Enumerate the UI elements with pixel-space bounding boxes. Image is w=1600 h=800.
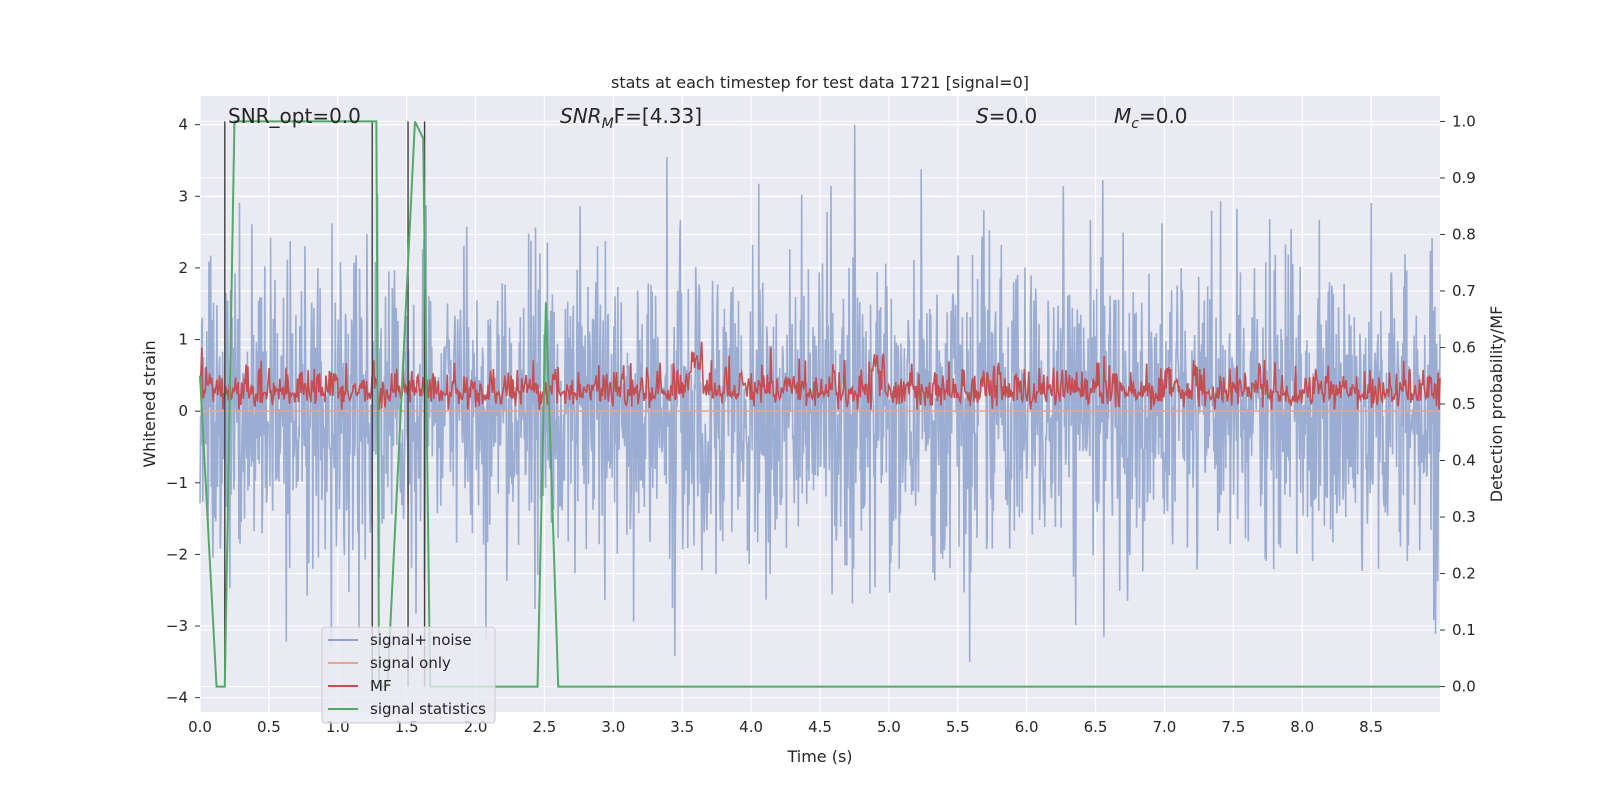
snr-mf-sub: M: [602, 116, 614, 132]
y-right-tick-label: 0.7: [1452, 282, 1476, 300]
axis-ticks: 0.0 0.5 1.0 1.5 2.0 2.5 3.0 3.5 4.0 4.5 5.0 5.5 6.0 6…: [166, 112, 1476, 736]
y-tick-label: 4: [178, 116, 188, 134]
vertical-markers: [224, 121, 426, 687]
y-right-tick-label: 0.9: [1452, 169, 1476, 187]
y-axis-title: Whitened strain: [140, 340, 159, 467]
legend-box: [321, 626, 496, 724]
x-tick-label: 4.5: [808, 718, 832, 736]
x-tick-label: 5.5: [946, 718, 970, 736]
y-tick-label: −1: [166, 474, 188, 492]
y-tick-label: 0: [178, 402, 188, 420]
y-right-tick-label: 0.3: [1452, 508, 1476, 526]
annotation-snr-mf: SNRMF=[4.33]: [560, 104, 702, 132]
legend-label-signal-only: signal only: [370, 654, 451, 672]
mf-line: [199, 341, 1441, 410]
y-tick-label: −4: [166, 689, 188, 707]
y-right-tick-label: 0.0: [1452, 678, 1476, 696]
x-tick-label: 3.5: [670, 718, 694, 736]
y-right-tick-label: 0.2: [1452, 565, 1476, 583]
x-tick-label: 5.0: [877, 718, 901, 736]
x-axis-title: Time (s): [786, 747, 852, 766]
x-tick-label: 2.5: [533, 718, 557, 736]
y-right-tick-label: 0.8: [1452, 225, 1476, 243]
x-tick-label: 7.0: [1153, 718, 1177, 736]
x-tick-label: 0.5: [257, 718, 281, 736]
y-tick-label: 1: [178, 331, 188, 349]
legend-label-signal-statistics: signal statistics: [370, 700, 486, 718]
x-tick-label: 8.0: [1290, 718, 1314, 736]
y-right-tick-label: 0.6: [1452, 338, 1476, 356]
signal-statistics-series: [199, 120, 1440, 688]
x-tick-label: 7.5: [1221, 718, 1245, 736]
mc-sub: c: [1131, 116, 1139, 132]
x-tick-label: 6.5: [1084, 718, 1108, 736]
y-right-tick-label: 0.1: [1452, 621, 1476, 639]
y-tick-label: 3: [178, 187, 188, 205]
y-tick-label: −3: [166, 617, 188, 635]
x-tick-label: 8.5: [1359, 718, 1383, 736]
x-tick-label: 3.0: [601, 718, 625, 736]
y-right-tick-label: 1.0: [1452, 112, 1476, 130]
x-tick-label: 6.0: [1015, 718, 1039, 736]
y-tick-label: −2: [166, 545, 188, 563]
y-axis-right-title: Detection probability/MF: [1487, 306, 1506, 503]
x-tick-label: 4.0: [739, 718, 763, 736]
x-tick-label: 0.0: [188, 718, 212, 736]
annotation-mc: Mc=0.0: [1114, 104, 1188, 132]
annotation-s: S=0.0: [976, 104, 1037, 128]
mf-series: [199, 341, 1441, 410]
annotation-snr-opt: SNR_opt=0.0: [228, 104, 361, 128]
snr-mf-main: SNR: [560, 104, 602, 128]
legend-label-signal-noise: signal+ noise: [370, 631, 472, 649]
mc-rest: =0.0: [1139, 104, 1188, 128]
signal-statistics-line: [199, 120, 1440, 688]
y-tick-label: 2: [178, 259, 188, 277]
s-main: S: [976, 104, 989, 128]
snr-mf-rest: F=[4.33]: [614, 104, 702, 128]
y-right-tick-label: 0.5: [1452, 395, 1476, 413]
legend-label-mf: MF: [370, 677, 392, 695]
legend: signal+ noise signal only MF signal stat…: [321, 626, 496, 724]
mc-main: M: [1114, 104, 1131, 128]
chart-title: stats at each timestep for test data 172…: [611, 73, 1029, 92]
y-right-tick-label: 0.4: [1452, 452, 1476, 470]
s-rest: =0.0: [989, 104, 1038, 128]
